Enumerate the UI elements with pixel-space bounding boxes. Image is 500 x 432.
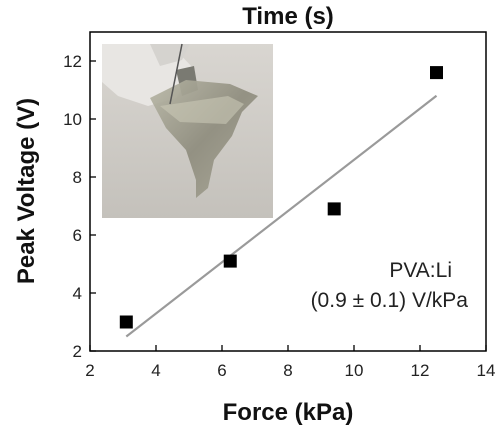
y-tick-label: 10 xyxy=(63,110,82,129)
y-tick-label: 8 xyxy=(73,168,82,187)
y-tick-label: 6 xyxy=(73,226,82,245)
x-tick-label: 14 xyxy=(477,361,496,380)
x-tick-label: 6 xyxy=(217,361,226,380)
top-axis-title: Time (s) xyxy=(242,3,334,30)
annotation-sensitivity: (0.9 ± 0.1) V/kPa xyxy=(311,289,469,312)
tick-group xyxy=(89,60,487,352)
inset-photo xyxy=(102,43,273,218)
y-tick-label: 2 xyxy=(73,342,82,361)
data-point xyxy=(223,254,237,268)
data-points xyxy=(119,66,443,329)
data-point xyxy=(327,202,341,216)
fit-line xyxy=(125,94,438,338)
x-tick-label: 12 xyxy=(411,361,430,380)
x-tick-label: 4 xyxy=(151,361,160,380)
data-point xyxy=(430,66,443,80)
y-tick-label: 12 xyxy=(63,52,82,71)
y-tick-label: 4 xyxy=(73,284,82,303)
y-axis-title: Peak Voltage (V) xyxy=(13,98,40,284)
tick-label-group: 2 4 6 8 10 12 14 2 4 6 8 10 12 xyxy=(63,52,495,380)
data-point xyxy=(119,315,133,329)
x-tick-label: 10 xyxy=(345,361,364,380)
x-axis-title: Force (kPa) xyxy=(223,399,354,426)
x-tick-label: 2 xyxy=(85,361,94,380)
annotation-label: PVA:Li xyxy=(389,259,452,282)
x-tick-label: 8 xyxy=(283,361,292,380)
